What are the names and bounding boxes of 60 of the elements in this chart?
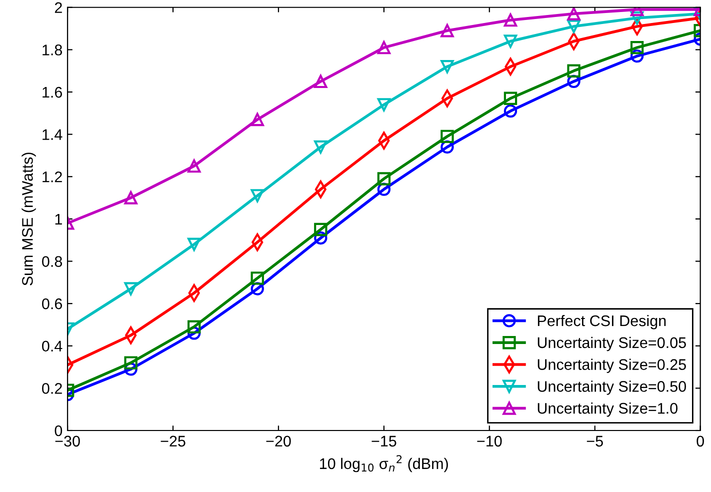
point (250, 272, 264, 285)
legend-label: Perfect CSI Design (538, 314, 666, 330)
point (440, 24, 454, 38)
point (440, 140, 454, 154)
point (504, 104, 518, 118)
point (377, 182, 391, 196)
point (630, 11, 644, 25)
point (504, 92, 518, 105)
point (504, 34, 518, 48)
x-tick-label: −10 (477, 436, 502, 447)
y-tick-label: 0.8 (42, 256, 62, 267)
point (377, 40, 391, 54)
y-axis-title: Sum MSE (mWatts) (22, 152, 36, 286)
y-tick-label: 1 (55, 214, 62, 224)
y-tick-label: 0.4 (42, 340, 62, 352)
point (377, 98, 391, 112)
y-tick-label: 1.8 (42, 44, 62, 56)
point (124, 356, 138, 370)
point (124, 282, 138, 296)
point (377, 172, 391, 186)
x-tick-label: −15 (372, 436, 396, 447)
point (314, 231, 328, 245)
x-tick-label: −25 (160, 436, 186, 447)
point (250, 189, 264, 202)
x-axis-title: 10 log$_{10}$ σ$_{n}$$^{2}$ (dBm) (320, 455, 448, 472)
y-tick-label: 1.6 (42, 86, 62, 98)
point (440, 60, 454, 74)
y-tick-label: 1.4 (42, 129, 62, 140)
point (124, 191, 138, 204)
point (567, 7, 580, 20)
legend-label: Uncertainty Size=0.25 (538, 358, 686, 373)
point (314, 74, 328, 88)
point (567, 20, 580, 34)
y-tick-label: 2 (54, 2, 62, 13)
y-tick-label: 0.6 (42, 298, 62, 310)
x-tick-label: −20 (266, 436, 291, 447)
point (188, 159, 201, 173)
y-tick-label: 1.2 (42, 171, 62, 182)
x-tick-label: −5 (586, 436, 603, 447)
legend-label: Uncertainty Size=0.50 (538, 380, 686, 395)
point (567, 64, 580, 78)
point (504, 13, 518, 27)
point (630, 49, 644, 63)
point (188, 326, 201, 340)
point (567, 74, 580, 88)
y-tick-label: 0.2 (42, 383, 62, 394)
point (440, 130, 454, 144)
point (250, 282, 264, 296)
point (250, 112, 264, 126)
point (630, 40, 644, 54)
x-tick-label: −30 (55, 436, 80, 447)
point (314, 140, 328, 154)
point (124, 362, 138, 376)
legend-label: Uncertainty Size=1.0 (538, 402, 678, 417)
legend-label: Uncertainty Size=0.05 (538, 336, 686, 352)
point (188, 320, 201, 334)
y-tick-label: 0 (54, 425, 62, 436)
point (188, 238, 201, 251)
point (314, 222, 328, 236)
x-tick-label: 0 (696, 436, 704, 447)
